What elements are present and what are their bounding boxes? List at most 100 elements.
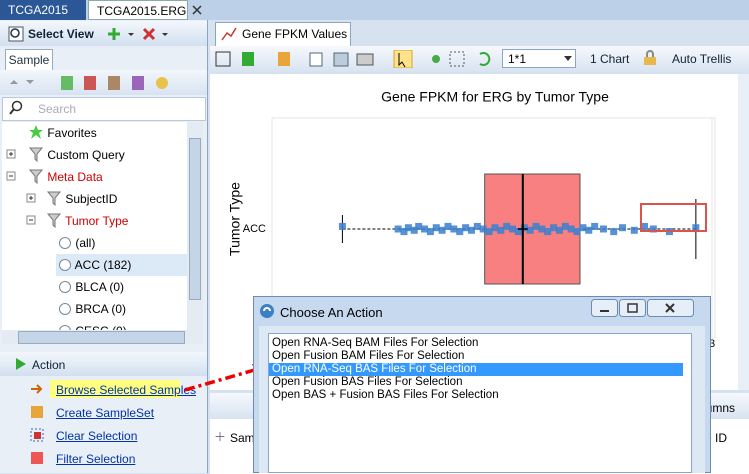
chart-tab-icon bbox=[221, 27, 237, 41]
data-point bbox=[456, 228, 464, 236]
data-point bbox=[579, 224, 587, 232]
tree-label: CESC (0) bbox=[75, 324, 126, 330]
data-point bbox=[400, 228, 408, 236]
tree-icons bbox=[26, 213, 62, 229]
y-axis-label: Tumor Type bbox=[227, 182, 243, 256]
action-header-bar bbox=[0, 352, 207, 376]
data-point bbox=[610, 228, 618, 236]
tree-item[interactable]: Favorites bbox=[28, 122, 97, 144]
chart-title: Gene FPKM for ERG by Tumor Type bbox=[381, 89, 609, 105]
data-point bbox=[599, 225, 607, 233]
data-point bbox=[630, 226, 638, 234]
chart-count[interactable]: 1 Chart bbox=[590, 52, 630, 66]
tree-item[interactable]: SubjectID bbox=[26, 188, 117, 210]
layout-select[interactable]: 1*1 bbox=[502, 49, 576, 68]
chart-scroll bbox=[738, 74, 749, 390]
tree-item[interactable]: (all) bbox=[58, 232, 95, 254]
option[interactable]: Open Fusion BAM Files For Selection bbox=[272, 350, 465, 362]
action-header: Action bbox=[32, 358, 66, 372]
view-tools[interactable] bbox=[106, 26, 196, 42]
data-point bbox=[415, 222, 423, 230]
tree-item[interactable]: CESC (0) bbox=[58, 320, 127, 330]
option[interactable]: Open RNA-Seq BAM Files For Selection bbox=[272, 337, 479, 349]
data-point bbox=[394, 225, 402, 233]
close-tab[interactable] bbox=[191, 4, 203, 16]
tree-item[interactable]: BLCA (0) bbox=[58, 276, 124, 298]
data-point bbox=[649, 225, 657, 233]
tree-item[interactable]: Custom Query bbox=[6, 144, 125, 166]
data-point bbox=[503, 222, 511, 230]
radio bbox=[59, 281, 71, 293]
data-point bbox=[585, 226, 593, 234]
sample-toolbar bbox=[0, 70, 207, 95]
tree-label: BLCA (0) bbox=[75, 280, 125, 294]
data-point bbox=[497, 226, 505, 234]
data-point bbox=[467, 226, 475, 234]
auto-trellis[interactable]: Auto Trellis bbox=[672, 52, 732, 66]
action-link[interactable]: Clear Selection bbox=[56, 429, 138, 443]
option[interactable]: Open BAS + Fusion BAS Files For Selectio… bbox=[272, 389, 499, 401]
data-point bbox=[338, 222, 346, 230]
chart-tab[interactable]: Gene FPKM Values bbox=[215, 22, 351, 46]
action-link[interactable]: Create SampleSet bbox=[56, 406, 155, 420]
data-point bbox=[544, 228, 552, 236]
h-scrollbar[interactable] bbox=[2, 330, 203, 344]
columns-button[interactable]: lumns bbox=[703, 401, 736, 415]
window-buttons[interactable] bbox=[591, 299, 697, 319]
select-view[interactable]: Select View bbox=[28, 27, 94, 41]
radio bbox=[59, 303, 71, 315]
data-point bbox=[491, 224, 499, 232]
tree-label: Favorites bbox=[47, 126, 97, 140]
sample-tab[interactable]: Sample bbox=[5, 49, 53, 71]
tab[interactable]: TCGA2015 bbox=[0, 0, 86, 20]
row-plus: ＋ bbox=[214, 430, 227, 444]
tree-icons bbox=[6, 147, 44, 163]
data-point bbox=[591, 222, 599, 230]
tree-icons bbox=[26, 191, 62, 207]
data-point bbox=[444, 222, 452, 230]
tab-active[interactable]: TCGA2015.ERG bbox=[88, 0, 188, 20]
chart-toolbar bbox=[210, 46, 749, 72]
tree-label: ACC (182) bbox=[74, 258, 132, 272]
search-placeholder: Search bbox=[38, 102, 77, 116]
tree-label: SubjectID bbox=[65, 192, 118, 206]
tree: Favorites Custom Query Meta Data Subject… bbox=[2, 122, 187, 330]
search-box[interactable] bbox=[2, 97, 206, 121]
v-scrollbar[interactable] bbox=[187, 122, 203, 330]
option-list: Open RNA-Seq BAM Files For Selection Open… bbox=[268, 333, 692, 473]
chart-tools[interactable] bbox=[214, 50, 499, 68]
data-point bbox=[538, 225, 546, 233]
view-icon bbox=[8, 26, 24, 42]
tree-item[interactable]: Meta Data bbox=[6, 166, 103, 188]
action-link[interactable]: Browse Selected Samples bbox=[56, 383, 197, 397]
data-point bbox=[555, 226, 563, 234]
radio bbox=[59, 237, 71, 249]
action-link[interactable]: Filter Selection bbox=[56, 452, 136, 466]
tree-item[interactable]: BRCA (0) bbox=[58, 298, 126, 320]
data-point bbox=[641, 222, 649, 230]
action-icons bbox=[30, 384, 44, 464]
data-point bbox=[421, 225, 429, 233]
sample-tools[interactable] bbox=[6, 74, 196, 92]
data-point bbox=[619, 224, 627, 232]
tree-item-selected[interactable]: ACC (182) bbox=[56, 254, 187, 276]
data-point bbox=[432, 224, 440, 232]
dropdown-arrow bbox=[564, 56, 572, 61]
y-tick-label: ACC bbox=[243, 223, 266, 235]
dialog-icon bbox=[260, 304, 274, 318]
tree-item[interactable]: Tumor Type bbox=[26, 210, 128, 232]
data-point bbox=[485, 228, 493, 236]
data-point bbox=[450, 225, 458, 233]
data-point bbox=[426, 228, 434, 236]
data-point bbox=[550, 224, 558, 232]
selection-outline bbox=[640, 203, 707, 232]
data-point bbox=[404, 224, 412, 232]
column-header: Sam bbox=[230, 431, 255, 445]
option[interactable]: Open Fusion BAS Files For Selection bbox=[272, 376, 463, 388]
lock-icon bbox=[644, 50, 656, 65]
play-icon bbox=[16, 358, 26, 370]
tree-label: BRCA (0) bbox=[75, 302, 127, 316]
data-point bbox=[410, 226, 418, 234]
option-selected[interactable]: Open RNA-Seq BAS Files For Selection bbox=[269, 363, 683, 376]
